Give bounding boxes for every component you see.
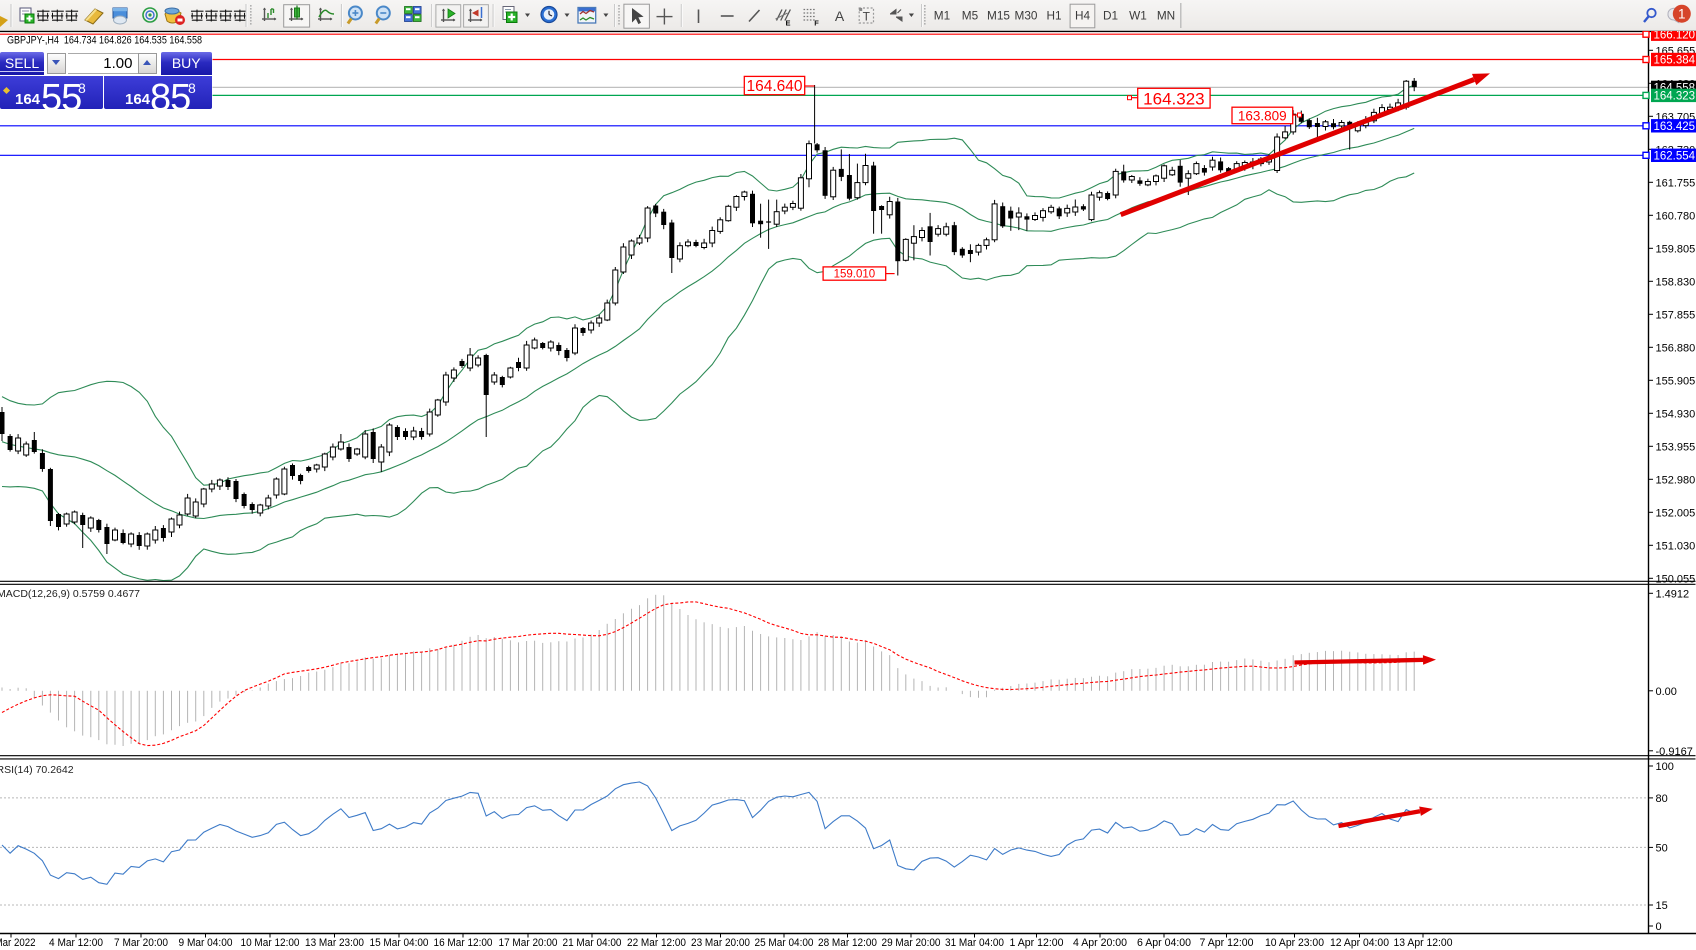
svg-text:159.805: 159.805 bbox=[1656, 243, 1696, 255]
svg-text:E: E bbox=[785, 19, 790, 28]
svg-text:4 Mar 12:00: 4 Mar 12:00 bbox=[49, 937, 103, 949]
svg-text:28 Mar 12:00: 28 Mar 12:00 bbox=[818, 937, 877, 949]
svg-text:163.425: 163.425 bbox=[1654, 121, 1696, 133]
svg-text:150.055: 150.055 bbox=[1656, 573, 1696, 585]
svg-text:162.554: 162.554 bbox=[1654, 151, 1696, 163]
svg-text:10 Mar 12:00: 10 Mar 12:00 bbox=[241, 937, 300, 949]
svg-text:154.930: 154.930 bbox=[1656, 408, 1696, 420]
svg-text:10 Apr 23:00: 10 Apr 23:00 bbox=[1265, 937, 1324, 949]
svg-text:12 Apr 04:00: 12 Apr 04:00 bbox=[1330, 937, 1389, 949]
svg-text:-0.9167: -0.9167 bbox=[1656, 746, 1693, 758]
svg-text:RSI(14) 70.2642: RSI(14) 70.2642 bbox=[0, 764, 74, 776]
svg-text:164.323: 164.323 bbox=[1143, 89, 1204, 108]
svg-text:13 Mar 23:00: 13 Mar 23:00 bbox=[305, 937, 364, 949]
svg-text:23 Mar 20:00: 23 Mar 20:00 bbox=[691, 937, 750, 949]
svg-text:4 Apr 20:00: 4 Apr 20:00 bbox=[1073, 937, 1127, 949]
svg-text:16 Mar 12:00: 16 Mar 12:00 bbox=[434, 937, 493, 949]
svg-text:160.780: 160.780 bbox=[1656, 210, 1696, 222]
svg-text:7 Mar 20:00: 7 Mar 20:00 bbox=[114, 937, 168, 949]
svg-text:0: 0 bbox=[1656, 921, 1662, 933]
svg-text:W1: W1 bbox=[1129, 8, 1147, 22]
svg-text:21 Mar 04:00: 21 Mar 04:00 bbox=[563, 937, 622, 949]
svg-text:159.010: 159.010 bbox=[834, 269, 876, 281]
svg-text:6 Apr 04:00: 6 Apr 04:00 bbox=[1137, 937, 1191, 949]
svg-text:152.005: 152.005 bbox=[1656, 507, 1696, 519]
svg-text:H1: H1 bbox=[1046, 8, 1061, 22]
svg-text:22 Mar 12:00: 22 Mar 12:00 bbox=[627, 937, 686, 949]
svg-text:100: 100 bbox=[1656, 761, 1674, 773]
svg-text:156.880: 156.880 bbox=[1656, 342, 1696, 354]
svg-text:7 Apr 12:00: 7 Apr 12:00 bbox=[1200, 937, 1254, 949]
svg-text:161.755: 161.755 bbox=[1656, 177, 1696, 189]
svg-text:157.855: 157.855 bbox=[1656, 309, 1696, 321]
svg-text:MN: MN bbox=[1157, 8, 1175, 22]
svg-text:M1: M1 bbox=[934, 8, 950, 22]
svg-text:0.00: 0.00 bbox=[1656, 686, 1677, 698]
svg-text:15 Mar 04:00: 15 Mar 04:00 bbox=[370, 937, 429, 949]
svg-text:1: 1 bbox=[1678, 6, 1686, 21]
svg-text:A: A bbox=[835, 8, 845, 24]
svg-text:166.120: 166.120 bbox=[1654, 29, 1696, 41]
svg-text:MACD(12,26,9) 0.5759 0.4677: MACD(12,26,9) 0.5759 0.4677 bbox=[0, 588, 140, 600]
svg-text:1.4912: 1.4912 bbox=[1656, 588, 1690, 600]
svg-text:152.980: 152.980 bbox=[1656, 474, 1696, 486]
svg-text:17 Mar 20:00: 17 Mar 20:00 bbox=[499, 937, 558, 949]
svg-text:153.955: 153.955 bbox=[1656, 441, 1696, 453]
svg-text:50: 50 bbox=[1656, 842, 1668, 854]
svg-text:T: T bbox=[863, 10, 871, 24]
svg-text:151.030: 151.030 bbox=[1656, 540, 1696, 552]
svg-text:F: F bbox=[814, 19, 819, 28]
svg-text:165.384: 165.384 bbox=[1654, 55, 1696, 67]
svg-text:3 Mar 2022: 3 Mar 2022 bbox=[0, 937, 36, 949]
svg-text:GBPJPY-,H4 164.734 164.826 16: GBPJPY-,H4 164.734 164.826 164.535 164.5… bbox=[7, 35, 202, 47]
svg-text:9 Mar 04:00: 9 Mar 04:00 bbox=[179, 937, 233, 949]
svg-text:163.809: 163.809 bbox=[1238, 108, 1287, 123]
svg-text:155.905: 155.905 bbox=[1656, 375, 1696, 387]
svg-text:M15: M15 bbox=[987, 8, 1010, 22]
svg-text:158.830: 158.830 bbox=[1656, 276, 1696, 288]
svg-text:80: 80 bbox=[1656, 793, 1668, 805]
svg-text:1 Apr 12:00: 1 Apr 12:00 bbox=[1010, 937, 1064, 949]
svg-text:M30: M30 bbox=[1015, 8, 1038, 22]
svg-text:M5: M5 bbox=[962, 8, 979, 22]
svg-text:164.323: 164.323 bbox=[1654, 91, 1696, 103]
svg-text:D1: D1 bbox=[1103, 8, 1118, 22]
svg-text:29 Mar 20:00: 29 Mar 20:00 bbox=[882, 937, 941, 949]
svg-text:13 Apr 12:00: 13 Apr 12:00 bbox=[1394, 937, 1453, 949]
svg-text:25 Mar 04:00: 25 Mar 04:00 bbox=[755, 937, 814, 949]
svg-text:H4: H4 bbox=[1075, 8, 1091, 22]
svg-text:15: 15 bbox=[1656, 900, 1668, 912]
svg-text:31 Mar 04:00: 31 Mar 04:00 bbox=[945, 937, 1004, 949]
svg-text:164.640: 164.640 bbox=[746, 78, 802, 95]
